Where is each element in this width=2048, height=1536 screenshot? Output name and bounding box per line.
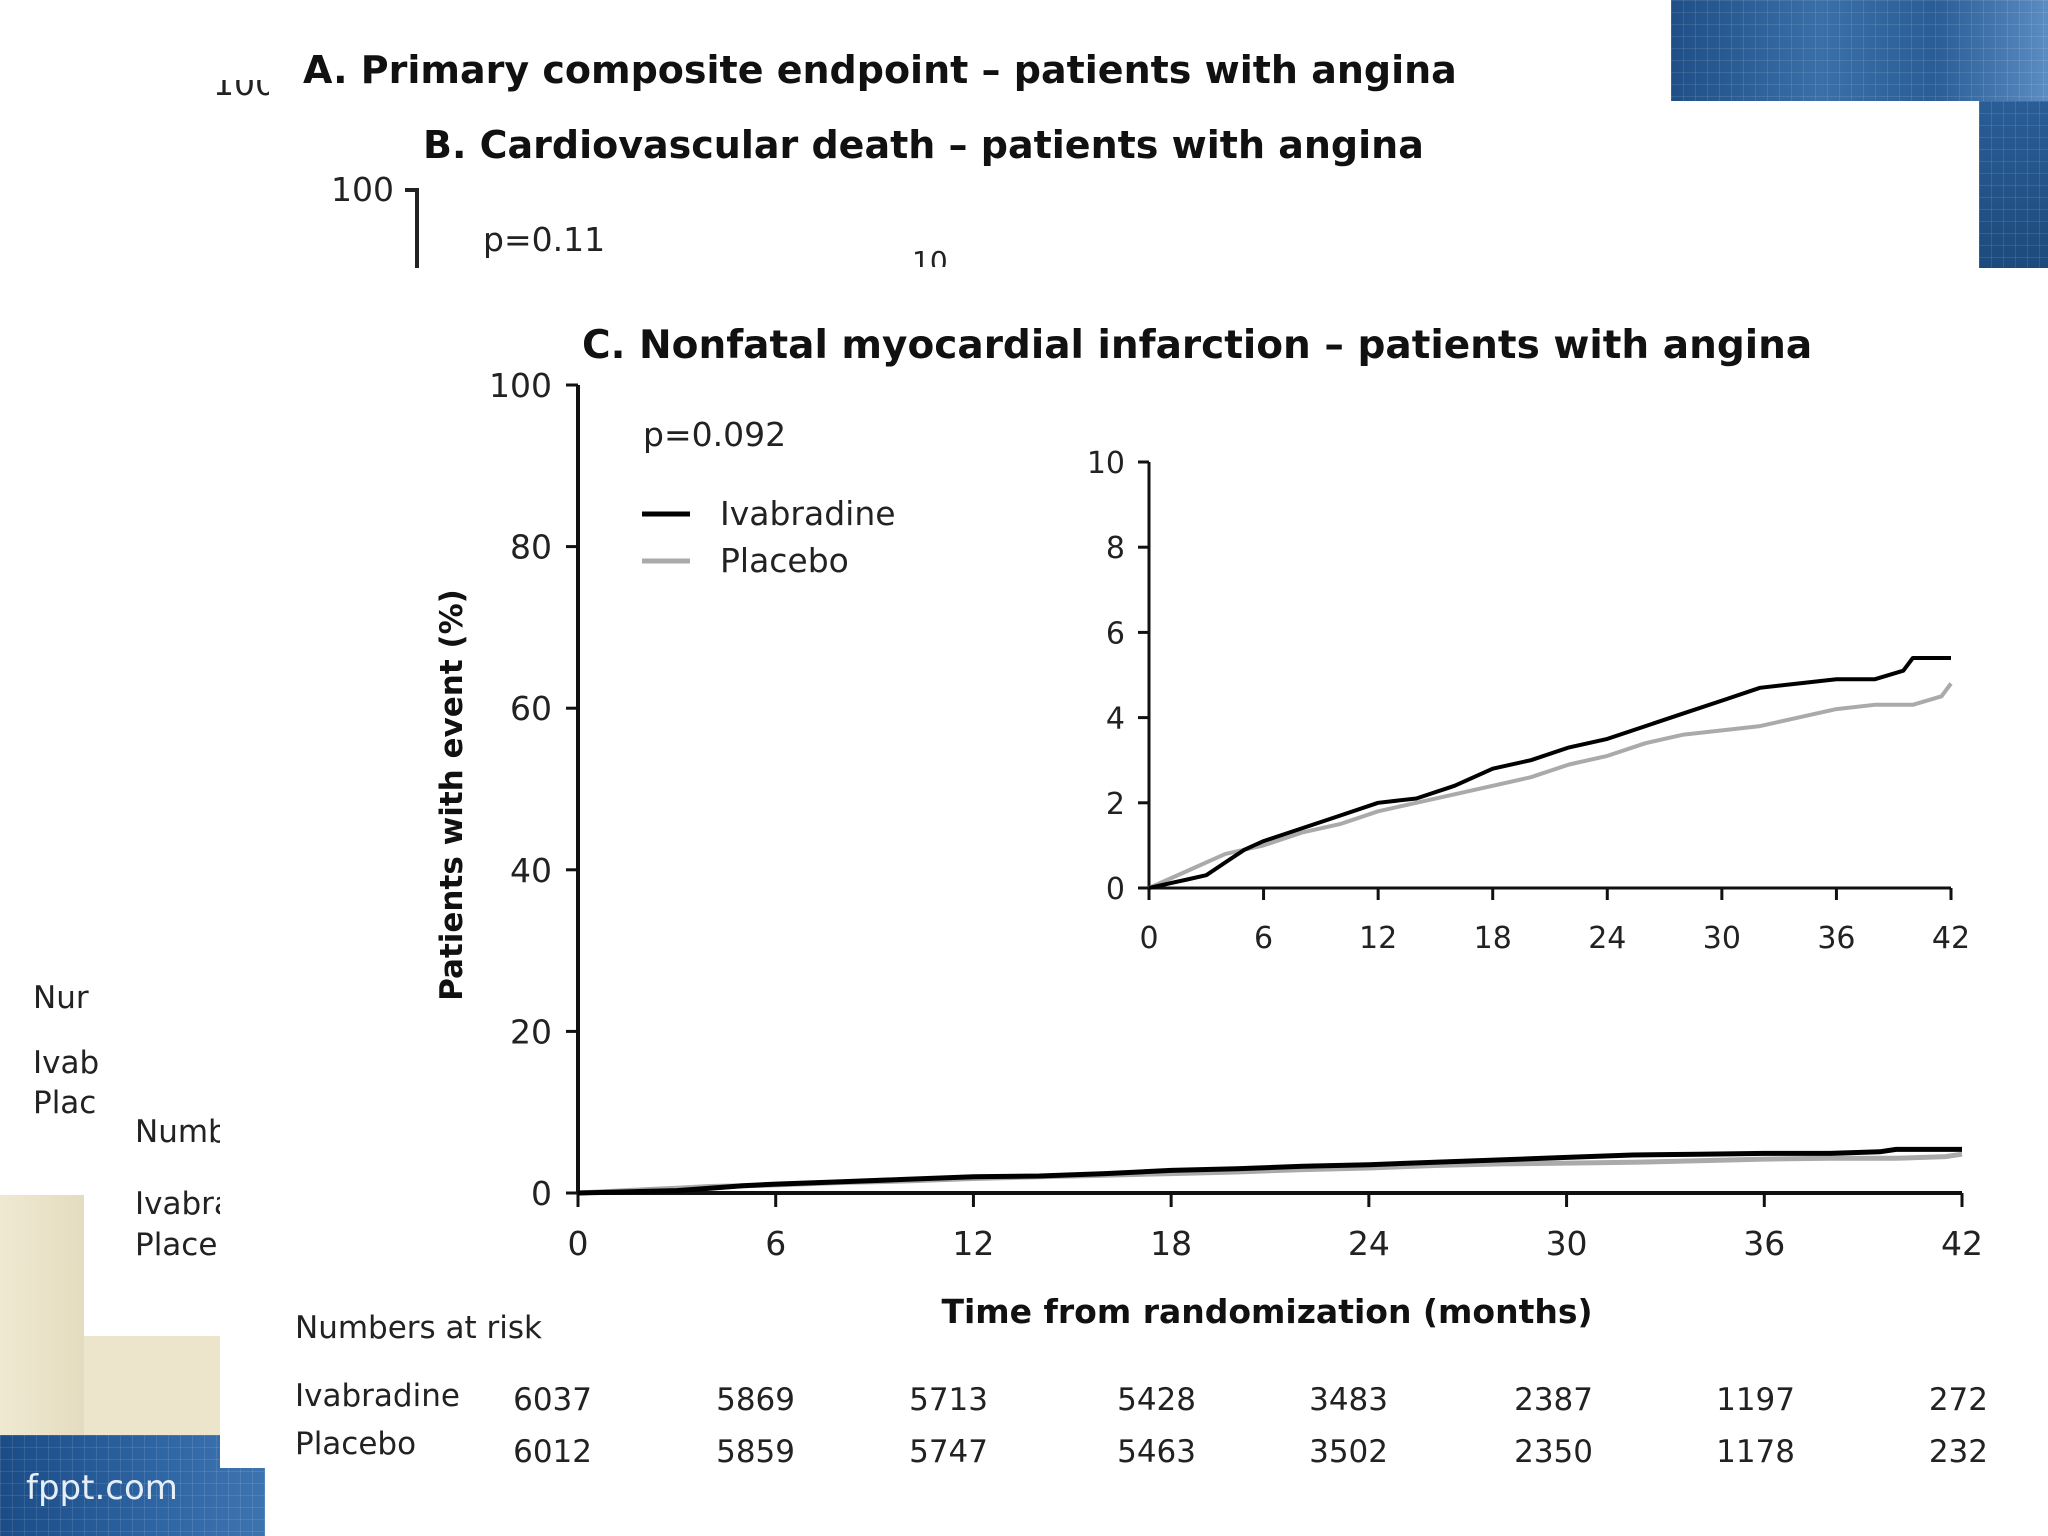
risk-value-1-7: 232 bbox=[1928, 1434, 1988, 1470]
main-x-tick-label-1: 6 bbox=[765, 1224, 786, 1263]
legend-label-0: Ivabradine bbox=[720, 494, 896, 533]
inset-y-tick-label-3: 6 bbox=[1106, 616, 1125, 651]
risk-value-1-2: 5747 bbox=[909, 1434, 988, 1470]
panel-a-ytick: 100 bbox=[213, 80, 269, 102]
chart-pvalue: p=0.092 bbox=[643, 415, 786, 454]
x-axis-label: Time from randomization (months) bbox=[941, 1292, 1592, 1331]
main-x-tick-label-0: 0 bbox=[568, 1224, 589, 1263]
chart-title: C. Nonfatal myocardial infarction – pati… bbox=[582, 323, 1812, 368]
template-decor-right-strip bbox=[1979, 101, 2048, 268]
inset-x-tick-label-5: 30 bbox=[1703, 921, 1741, 956]
brand-watermark: fppt.com bbox=[26, 1468, 178, 1508]
inset-y-tick-label-5: 10 bbox=[1087, 446, 1125, 481]
panel-a-risk-label: Nur bbox=[33, 980, 89, 1016]
risk-value-1-0: 6012 bbox=[513, 1434, 592, 1470]
panel-a-tick-clip: 100 bbox=[213, 80, 269, 102]
panel-b-ytick: 100 bbox=[331, 170, 394, 209]
y-axis-label: Patients with event (%) bbox=[434, 589, 470, 1001]
panel-b-pvalue: p=0.11 bbox=[483, 220, 606, 259]
main-series-line-1 bbox=[577, 1151, 1963, 1196]
inset-x-tick-label-2: 12 bbox=[1359, 921, 1397, 956]
risk-value-0-2: 5713 bbox=[909, 1382, 988, 1418]
main-y-tick-label-2: 40 bbox=[510, 851, 552, 890]
inset-x-tick-label-0: 0 bbox=[1139, 921, 1158, 956]
inset-y-tick-label-2: 4 bbox=[1106, 702, 1125, 737]
inset-y-tick-label-4: 8 bbox=[1106, 531, 1125, 566]
inset-x-tick-label-6: 36 bbox=[1817, 921, 1855, 956]
main-y-tick-label-5: 100 bbox=[489, 366, 552, 405]
risk-value-1-3: 5463 bbox=[1117, 1434, 1196, 1470]
risk-value-0-7: 272 bbox=[1928, 1382, 1988, 1418]
panel-a-title: A. Primary composite endpoint – patients… bbox=[303, 48, 1457, 92]
main-y-tick-label-0: 0 bbox=[531, 1174, 552, 1213]
panel-b-inset-tick: 10 bbox=[912, 245, 948, 267]
legend-label-1: Placebo bbox=[720, 541, 849, 580]
main-y-tick-label-4: 80 bbox=[510, 528, 552, 567]
risk-value-0-5: 2387 bbox=[1514, 1382, 1593, 1418]
legend: Ivabradine Placebo bbox=[642, 494, 896, 580]
risk-value-1-6: 1178 bbox=[1716, 1434, 1795, 1470]
risk-value-0-6: 1197 bbox=[1716, 1382, 1795, 1418]
inset-series-line-1 bbox=[1148, 682, 1953, 890]
inset-y-tick-label-1: 2 bbox=[1106, 787, 1125, 822]
inset-x-tick-label-7: 42 bbox=[1932, 921, 1970, 956]
main-series bbox=[577, 1146, 1963, 1196]
risk-value-0-4: 3483 bbox=[1309, 1382, 1388, 1418]
panel-a-risk-ivabradine: Ivab bbox=[33, 1045, 100, 1081]
risk-value-0-1: 5869 bbox=[716, 1382, 795, 1418]
main-x-tick-label-2: 12 bbox=[952, 1224, 994, 1263]
template-decor-top-right bbox=[1671, 0, 2048, 101]
inset-series bbox=[1148, 656, 1953, 890]
main-y-tick-label-3: 60 bbox=[510, 689, 552, 728]
inset-y-tick-label-0: 0 bbox=[1106, 872, 1125, 907]
inset-x-tick-label-4: 24 bbox=[1588, 921, 1626, 956]
risk-value-0-3: 5428 bbox=[1117, 1382, 1196, 1418]
inset-x-tick-label-1: 6 bbox=[1254, 921, 1273, 956]
panel-b-y-axis bbox=[415, 188, 419, 268]
main-series-line-0 bbox=[577, 1146, 1962, 1196]
main-x-tick-label-3: 18 bbox=[1150, 1224, 1192, 1263]
panel-a-risk-placebo: Plac bbox=[33, 1085, 97, 1121]
numbers-at-risk-label: Numbers at risk bbox=[295, 1310, 543, 1346]
main-x-tick-label-6: 36 bbox=[1743, 1224, 1785, 1263]
panel-c-backdrop bbox=[220, 268, 2010, 1468]
inset-series-line-0 bbox=[1148, 656, 1951, 890]
main-x-tick-label-7: 42 bbox=[1941, 1224, 1983, 1263]
panel-b-ytick-mark bbox=[405, 188, 419, 192]
risk-value-0-0: 6037 bbox=[513, 1382, 592, 1418]
main-y-tick-label-1: 20 bbox=[510, 1012, 552, 1051]
template-decor-bottom-left bbox=[0, 1195, 84, 1435]
main-x-tick-label-4: 24 bbox=[1348, 1224, 1390, 1263]
risk-row-name-1: Placebo bbox=[295, 1426, 417, 1462]
risk-value-1-4: 3502 bbox=[1309, 1434, 1388, 1470]
risk-value-1-5: 2350 bbox=[1514, 1434, 1593, 1470]
panel-b-inset-clip: 10 bbox=[912, 245, 972, 267]
inset-x-tick-label-3: 18 bbox=[1474, 921, 1512, 956]
main-x-tick-label-5: 30 bbox=[1546, 1224, 1588, 1263]
risk-row-name-0: Ivabradine bbox=[295, 1378, 460, 1414]
panel-b-title: B. Cardiovascular death – patients with … bbox=[423, 123, 1424, 167]
risk-value-1-1: 5859 bbox=[716, 1434, 795, 1470]
